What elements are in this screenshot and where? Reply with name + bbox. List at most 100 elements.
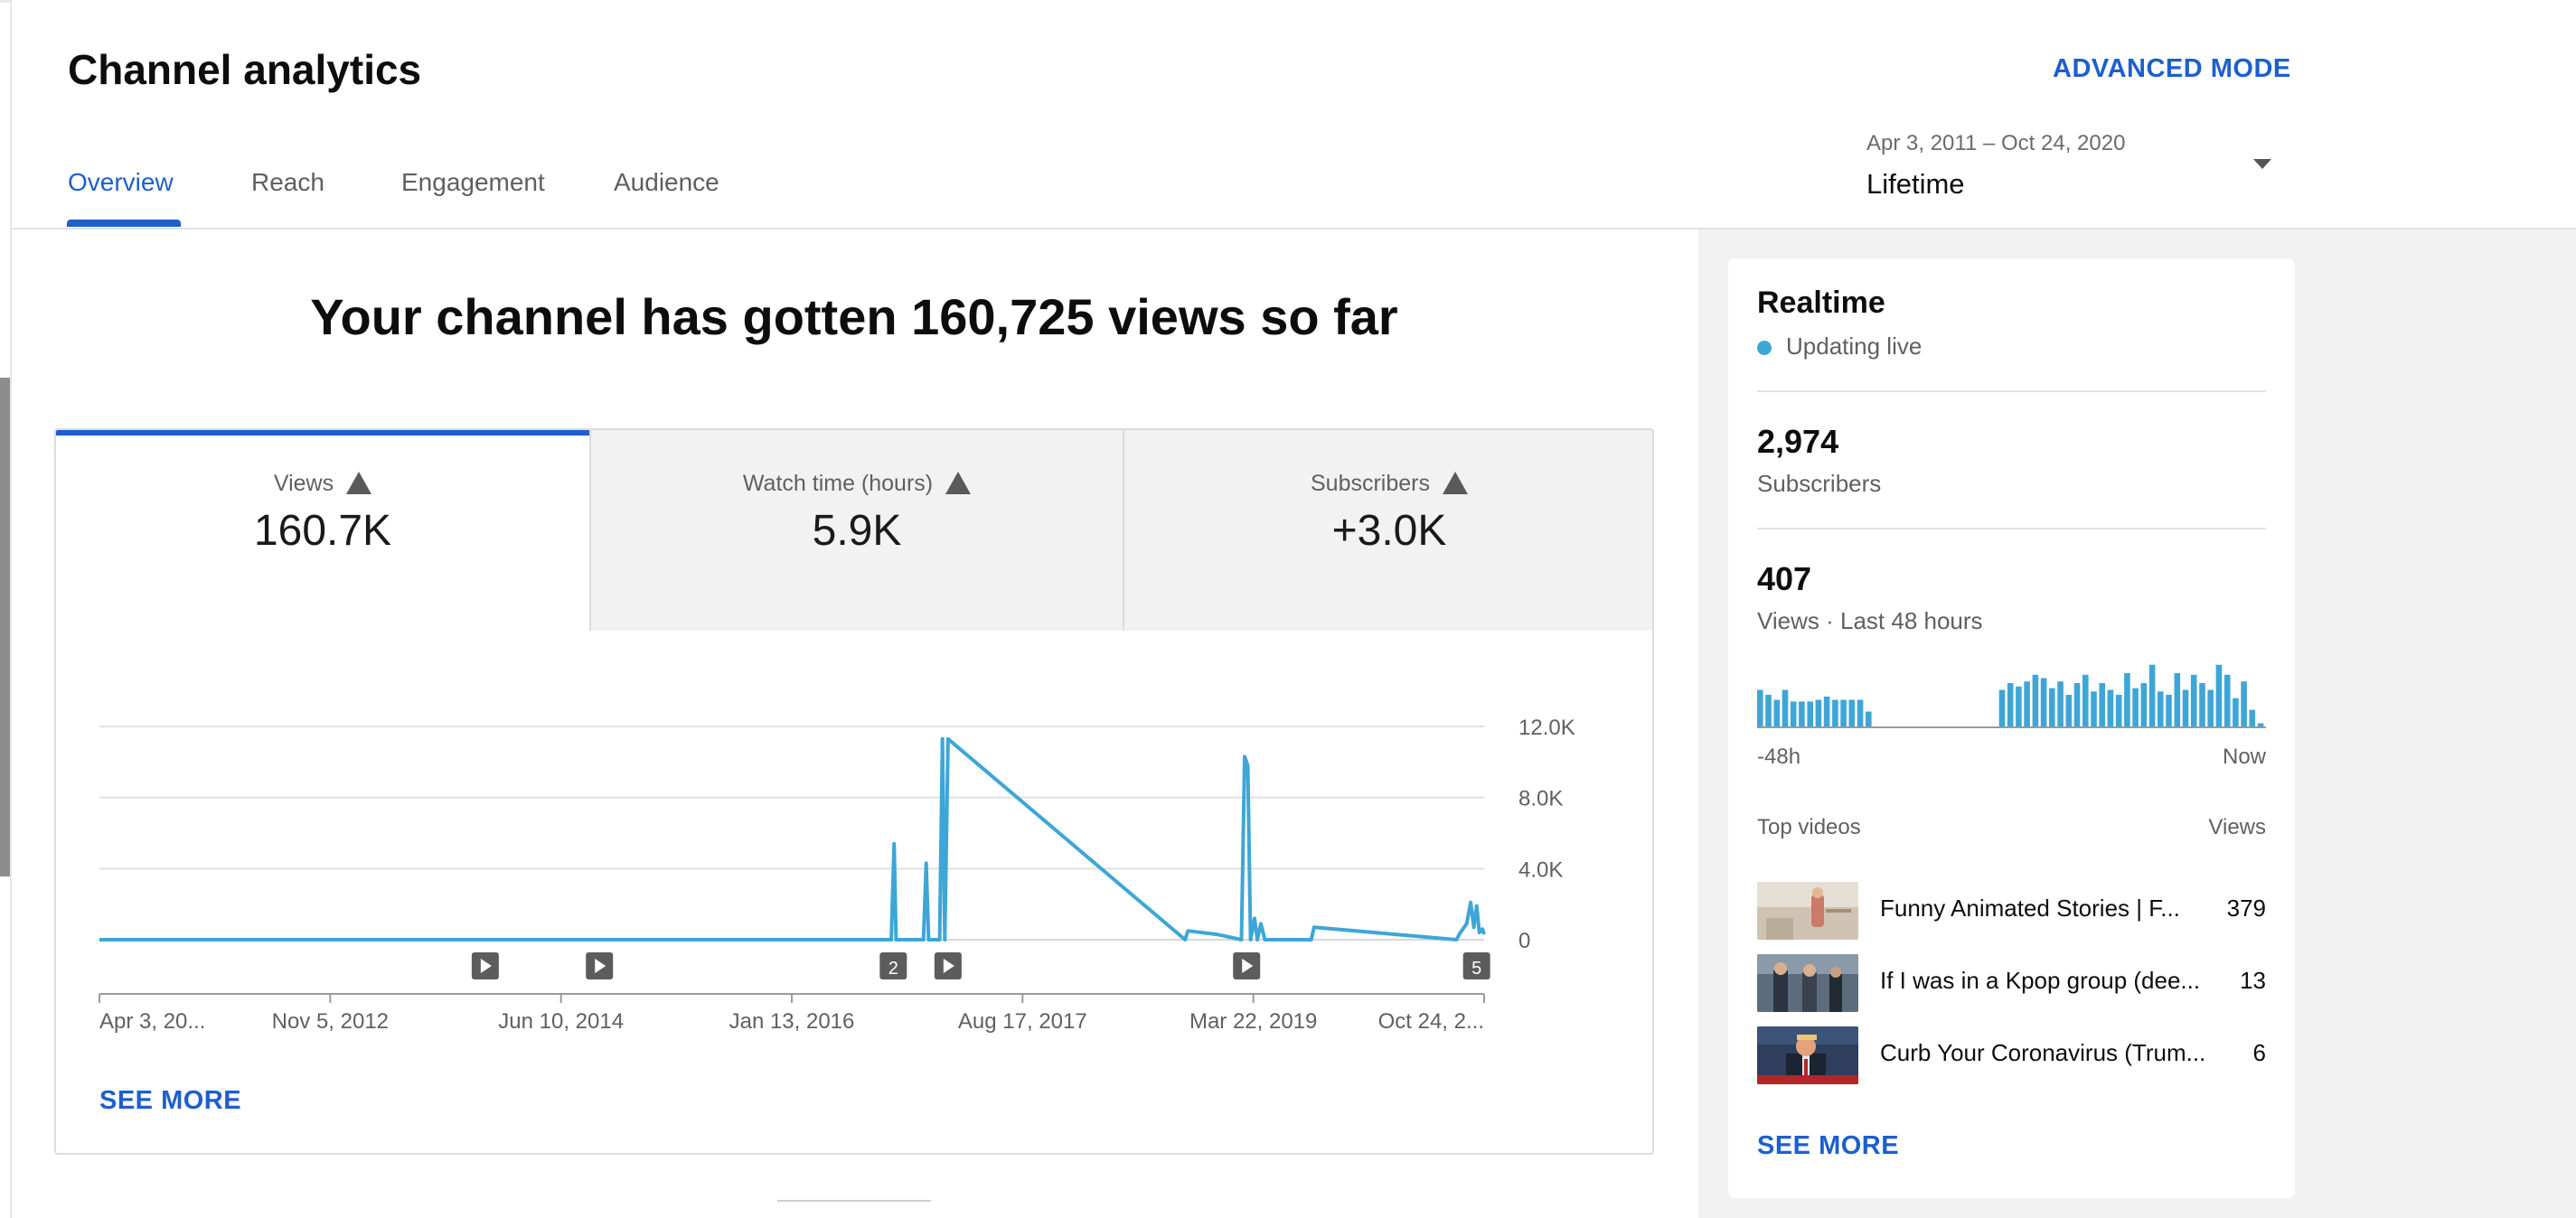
- scrollbar-thumb[interactable]: [0, 378, 10, 876]
- date-range-label[interactable]: Lifetime: [1866, 168, 1965, 200]
- realtime-bar-chart: [1757, 664, 2266, 728]
- realtime-bar: [2107, 689, 2114, 728]
- date-range-dates[interactable]: Apr 3, 2011 – Oct 24, 2020: [1866, 131, 2126, 155]
- realtime-bar: [2049, 688, 2055, 728]
- warning-icon: [945, 472, 972, 494]
- realtime-bar: [2065, 695, 2073, 728]
- realtime-bar: [2207, 689, 2214, 728]
- tab-engagement[interactable]: Engagement: [401, 168, 545, 196]
- realtime-bar: [2016, 686, 2022, 728]
- realtime-bar: [2241, 681, 2247, 728]
- bottom-divider: [777, 1200, 931, 1202]
- realtime-title: Realtime: [1757, 286, 1885, 320]
- realtime-bar: [1840, 699, 1847, 728]
- x-tick-label: Nov 5, 2012: [272, 1009, 389, 1034]
- video-count-label: 5: [1471, 959, 1481, 979]
- active-tab-indicator: [67, 220, 181, 227]
- realtime-bar: [2199, 683, 2205, 728]
- top-video-row[interactable]: If I was in a Kpop group (dee... 13: [1757, 954, 2266, 1012]
- tab-audience[interactable]: Audience: [614, 168, 719, 196]
- play-icon: [1242, 959, 1254, 973]
- video-title[interactable]: Curb Your Coronavirus (Trum...: [1880, 1039, 2205, 1066]
- video-views: 6: [2252, 1039, 2266, 1066]
- realtime-bar: [1832, 699, 1838, 728]
- metric-label: Watch time (hours): [742, 471, 934, 496]
- realtime-bar: [2024, 681, 2030, 728]
- x-tick-label: Mar 22, 2019: [1189, 1009, 1317, 1034]
- video-title[interactable]: Funny Animated Stories | F...: [1880, 895, 2180, 922]
- chevron-down-icon[interactable]: [2253, 159, 2271, 169]
- realtime-bar: [1799, 701, 1805, 728]
- metric-divider: [1123, 430, 1124, 631]
- subscribers-count: 2,974: [1757, 423, 1839, 460]
- tab-overview[interactable]: Overview: [68, 168, 174, 196]
- see-more-link[interactable]: SEE MORE: [1757, 1131, 1900, 1160]
- x-tick-label: Jan 13, 2016: [729, 1009, 855, 1034]
- video-count-marker: [1462, 952, 1490, 979]
- views-series-line: [99, 736, 1486, 942]
- video-views: 13: [2240, 967, 2266, 994]
- realtime-bar: [2132, 688, 2139, 728]
- top-video-row[interactable]: Funny Animated Stories | F... 379: [1757, 882, 2266, 940]
- video-title[interactable]: If I was in a Kpop group (dee...: [1880, 967, 2201, 994]
- see-more-link[interactable]: SEE MORE: [99, 1086, 242, 1115]
- realtime-bar: [2140, 683, 2148, 728]
- realtime-bar: [1848, 699, 1856, 728]
- tab-reach[interactable]: Reach: [251, 168, 324, 196]
- metric-divider: [589, 430, 591, 631]
- realtime-bar: [1998, 689, 2006, 728]
- y-tick-label: 0: [1518, 929, 1530, 953]
- advanced-mode-link[interactable]: ADVANCED MODE: [2053, 54, 2291, 83]
- realtime-bar: [1790, 701, 1797, 728]
- realtime-bar: [2115, 695, 2122, 728]
- video-count-marker: [879, 952, 907, 979]
- metrics-card: Views 160.7K Watch time (hours) 5.9K Sub…: [54, 428, 1654, 1155]
- views-period-label: Views · Last 48 hours: [1757, 607, 1983, 634]
- realtime-bar: [2082, 674, 2089, 728]
- video-views: 379: [2226, 895, 2266, 922]
- metric-tab-subscribers[interactable]: Subscribers +3.0K: [1124, 430, 1652, 631]
- x-tick-label: Jun 10, 2014: [498, 1009, 624, 1034]
- video-thumbnail[interactable]: [1757, 1026, 1858, 1084]
- axis-start-label: -48h: [1757, 745, 1801, 769]
- views-headline: Your channel has gotten 160,725 views so…: [310, 288, 1398, 345]
- realtime-bar: [2148, 664, 2156, 728]
- realtime-bar: [2174, 673, 2181, 728]
- subscribers-label: Subscribers: [1757, 470, 1882, 497]
- realtime-bar: [2057, 681, 2064, 728]
- live-dot-icon: [1757, 341, 1772, 355]
- realtime-bar: [2257, 723, 2264, 728]
- y-tick-label: 4.0K: [1518, 857, 1563, 882]
- metric-label: Subscribers: [1311, 471, 1430, 496]
- realtime-bar: [2040, 678, 2047, 728]
- warning-icon: [1443, 472, 1468, 494]
- realtime-bar: [2233, 698, 2239, 728]
- realtime-bar: [1765, 695, 1772, 728]
- x-tick-label: Oct 24, 2...: [1378, 1009, 1484, 1034]
- metric-value: +3.0K: [1331, 507, 1447, 555]
- warning-icon: [346, 472, 372, 494]
- realtime-bar: [2073, 683, 2081, 728]
- x-tick-label: Apr 3, 20...: [99, 1009, 205, 1034]
- video-count-label: 2: [888, 959, 898, 979]
- divider: [1757, 390, 2266, 392]
- realtime-bar: [2166, 695, 2172, 728]
- video-thumbnail[interactable]: [1757, 954, 1858, 1012]
- realtime-bar: [1815, 699, 1822, 728]
- analytics-header: Channel analytics ADVANCED MODE Overview…: [12, 0, 2576, 230]
- realtime-bar: [2215, 664, 2223, 728]
- views-count: 407: [1757, 560, 1812, 597]
- realtime-bar: [1866, 711, 1872, 728]
- play-icon: [595, 959, 606, 973]
- metric-label: Views: [273, 471, 334, 496]
- realtime-bar: [1823, 696, 1830, 728]
- top-videos-label: Top videos: [1757, 815, 1861, 839]
- metric-tab-views[interactable]: Views 160.7K: [56, 430, 589, 631]
- realtime-bar: [2190, 674, 2197, 728]
- divider: [1757, 528, 2266, 529]
- realtime-bar: [2091, 691, 2097, 728]
- video-thumbnail[interactable]: [1757, 882, 1858, 940]
- realtime-bar: [2249, 709, 2256, 728]
- top-video-row[interactable]: Curb Your Coronavirus (Trum... 6: [1757, 1026, 2266, 1084]
- metric-tab-watch-time[interactable]: Watch time (hours) 5.9K: [591, 430, 1123, 631]
